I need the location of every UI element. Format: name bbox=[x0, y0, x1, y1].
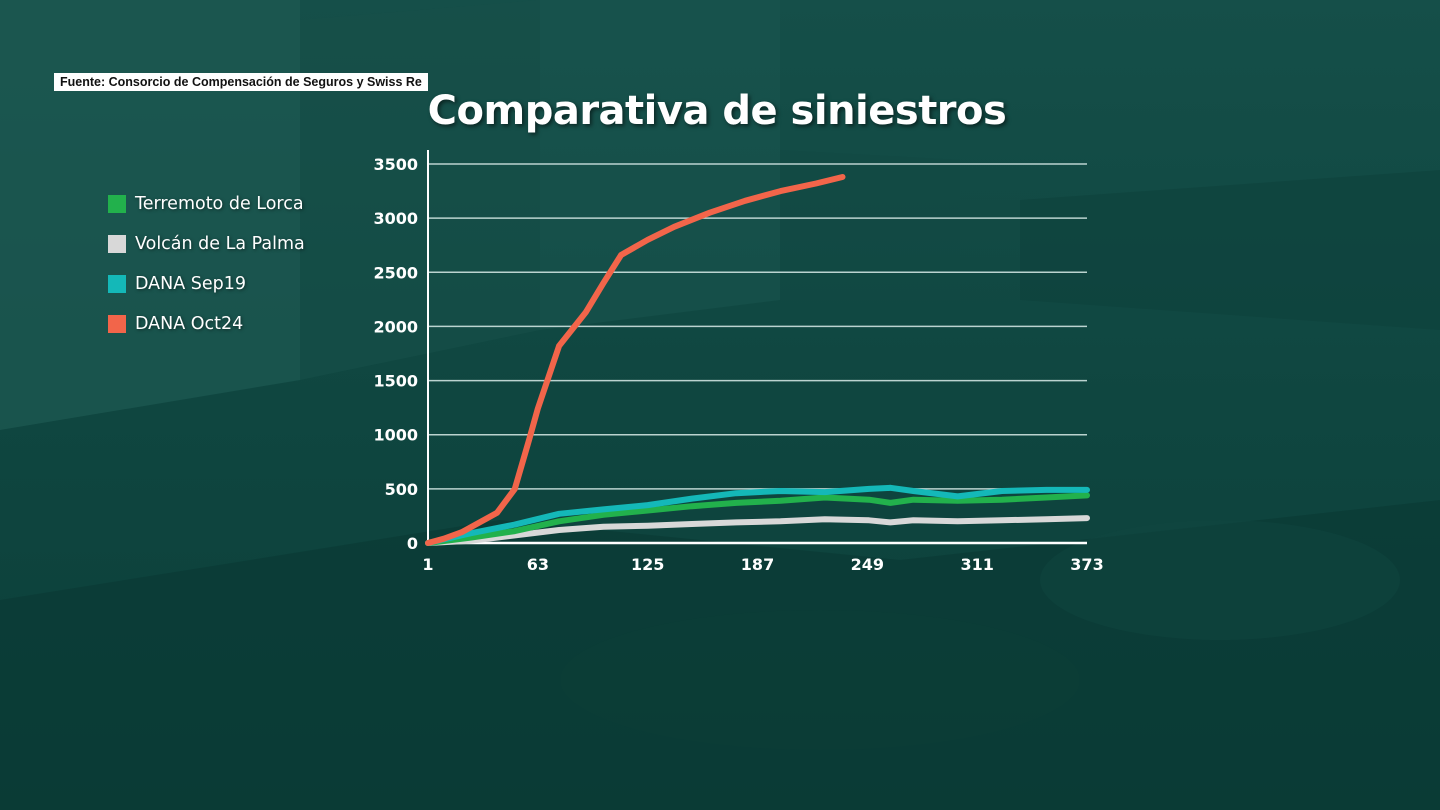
chart-title-text: Comparativa de siniestros bbox=[427, 88, 1007, 134]
series-line-dana-sep19 bbox=[425, 484, 1090, 546]
x-tick-label-125: 125 bbox=[631, 555, 664, 574]
legend-swatch-volcan-la-palma bbox=[108, 235, 126, 253]
legend-item-terremoto-lorca: Terremoto de Lorca bbox=[108, 184, 305, 224]
x-tick-label-1: 1 bbox=[422, 555, 433, 574]
y-tick-label-1500: 1500 bbox=[373, 372, 418, 391]
legend-item-volcan-la-palma: Volcán de La Palma bbox=[108, 224, 305, 264]
x-tick-label-249: 249 bbox=[851, 555, 884, 574]
y-tick-label-2500: 2500 bbox=[373, 263, 418, 282]
series-line-volcan-de-la-palma bbox=[425, 515, 1090, 546]
y-tick-label-3000: 3000 bbox=[373, 209, 418, 228]
legend: Terremoto de Lorca Volcán de La Palma DA… bbox=[108, 184, 305, 344]
legend-label-volcan-la-palma: Volcán de La Palma bbox=[135, 234, 305, 254]
y-tick-label-0: 0 bbox=[407, 534, 418, 553]
y-tick-label-500: 500 bbox=[385, 480, 418, 499]
y-tick-label-2000: 2000 bbox=[373, 317, 418, 336]
legend-label-dana-sep19: DANA Sep19 bbox=[135, 274, 247, 294]
legend-swatch-terremoto-lorca bbox=[108, 195, 126, 213]
x-tick-label-373: 373 bbox=[1070, 555, 1103, 574]
legend-label-terremoto-lorca: Terremoto de Lorca bbox=[135, 194, 304, 214]
series-line-dana-oct24 bbox=[425, 174, 846, 546]
legend-item-dana-sep19: DANA Sep19 bbox=[108, 264, 305, 304]
source-label: Fuente: Consorcio de Compensación de Seg… bbox=[54, 73, 428, 91]
y-tick-label-1000: 1000 bbox=[373, 426, 418, 445]
x-tick-label-63: 63 bbox=[527, 555, 549, 574]
x-tick-label-187: 187 bbox=[741, 555, 774, 574]
x-tick-label-311: 311 bbox=[960, 555, 993, 574]
legend-swatch-dana-sep19 bbox=[108, 275, 126, 293]
legend-item-dana-oct24: DANA Oct24 bbox=[108, 304, 305, 344]
series-line-terremoto-de-lorca bbox=[425, 492, 1090, 546]
y-tick-label-3500: 3500 bbox=[373, 155, 418, 174]
legend-swatch-dana-oct24 bbox=[108, 315, 126, 333]
chart-title: Comparativa de siniestros bbox=[0, 88, 1440, 134]
legend-label-dana-oct24: DANA Oct24 bbox=[135, 314, 244, 334]
